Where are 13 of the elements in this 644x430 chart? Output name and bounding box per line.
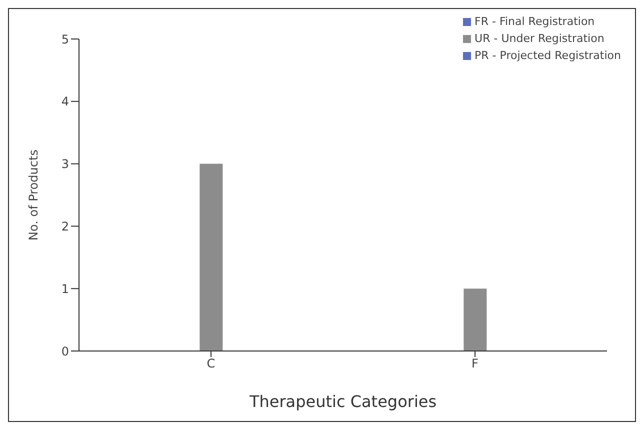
legend-label: PR - Projected Registration xyxy=(474,48,621,64)
x-tick-label: C xyxy=(206,356,216,371)
legend-label: UR - Under Registration xyxy=(474,31,604,47)
y-tick-label: 1 xyxy=(61,282,69,296)
y-tick-label: 3 xyxy=(61,157,69,172)
x-tick-label: F xyxy=(472,356,479,371)
x-axis-title: Therapeutic Categories xyxy=(248,392,437,411)
y-tick-label: 4 xyxy=(61,94,69,109)
y-tick-label: 5 xyxy=(61,32,69,46)
y-tick-label: 2 xyxy=(61,219,69,234)
y-axis-title: No. of Products xyxy=(26,150,40,240)
legend-label: FR - Final Registration xyxy=(474,14,595,30)
y-tick-label: 0 xyxy=(61,344,69,358)
